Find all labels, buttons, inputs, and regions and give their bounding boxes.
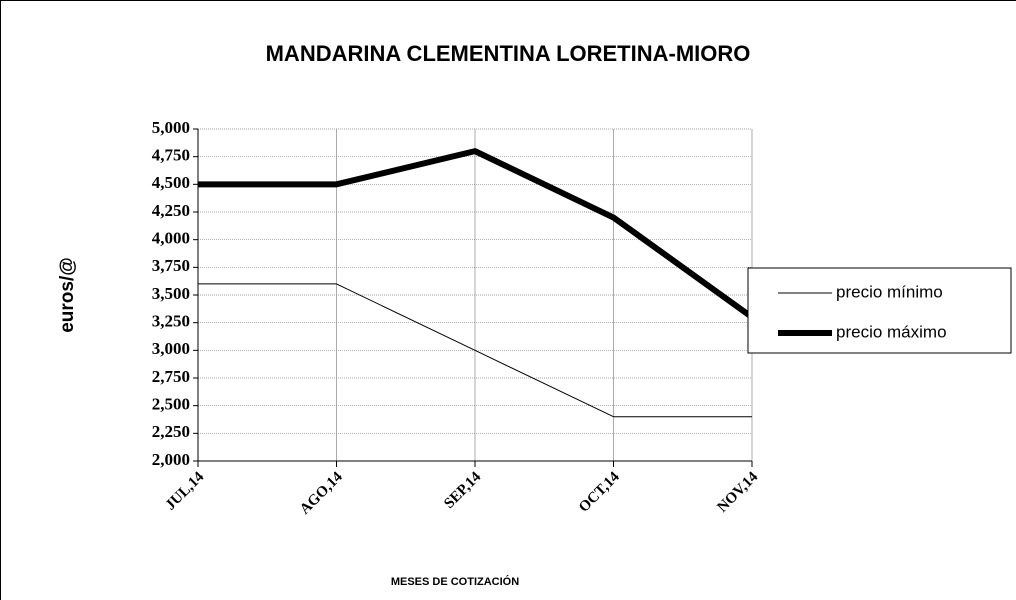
x-tick-label: AGO,14: [297, 469, 346, 518]
y-tick-label: 5,000: [152, 118, 190, 137]
y-tick-label: 2,750: [152, 367, 190, 386]
y-tick-label: 3,750: [152, 256, 190, 275]
y-tick-label: 4,750: [152, 146, 190, 165]
y-tick-label: 4,250: [152, 201, 190, 220]
y-tick-label: 2,000: [152, 450, 190, 469]
x-tick-label: JUL,14: [163, 469, 208, 514]
x-tick-label: SEP,14: [441, 469, 484, 512]
y-tick-label: 3,000: [152, 339, 190, 358]
legend-label: precio máximo: [836, 322, 947, 341]
x-axis-label: MESES DE COTIZACIÓN: [391, 575, 519, 588]
y-tick-label: 3,250: [152, 312, 190, 331]
series-line: [198, 283, 752, 418]
y-tick-label: 2,250: [152, 422, 190, 441]
x-tick-label: OCT,14: [576, 469, 623, 516]
y-tick-label: 4,000: [152, 229, 190, 248]
legend-box: [747, 267, 1012, 354]
chart-title: MANDARINA CLEMENTINA LORETINA-MIORO: [266, 41, 751, 66]
legend-label: precio mínimo: [836, 282, 943, 301]
y-axis-label: euros/@: [57, 257, 78, 333]
y-tick-label: 3,500: [152, 284, 190, 303]
series-line: [198, 148, 754, 320]
y-tick-label: 4,500: [152, 173, 190, 192]
y-tick-label: 2,500: [152, 395, 190, 414]
x-tick-label: NOV,14: [714, 469, 761, 516]
